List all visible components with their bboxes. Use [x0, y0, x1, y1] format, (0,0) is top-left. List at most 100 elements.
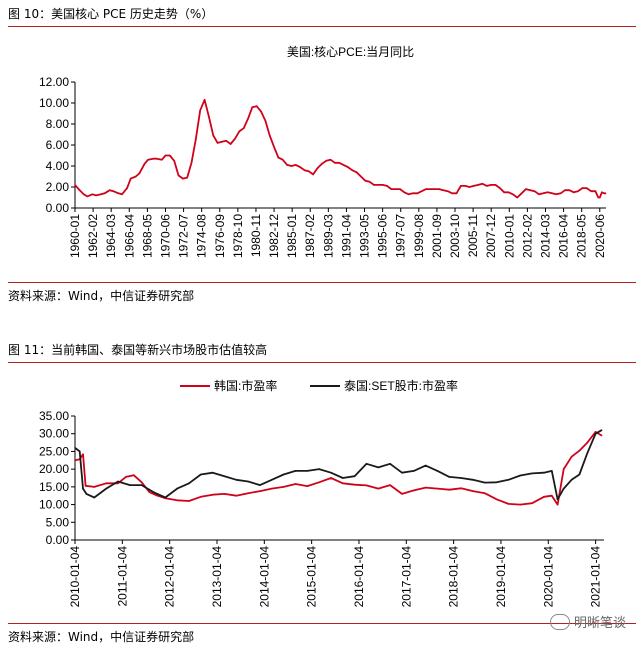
data-point-1: [551, 470, 553, 472]
data-point-1: [448, 476, 451, 478]
x-tick-label: 2016-01-04: [352, 546, 366, 608]
data-point-0: [334, 162, 336, 164]
data-point-0: [82, 453, 84, 456]
y-tick-label: 0.00: [46, 201, 70, 215]
data-point-1: [519, 474, 522, 477]
data-point-1: [259, 484, 261, 486]
data-point-0: [177, 174, 180, 177]
data-point-1: [472, 479, 474, 481]
data-point-0: [321, 163, 323, 165]
data-point-0: [420, 190, 423, 192]
data-point-1: [543, 471, 545, 474]
data-point-1: [342, 477, 344, 479]
data-point-0: [84, 485, 87, 487]
y-tick-label: 12.00: [39, 75, 69, 89]
data-point-1: [413, 470, 415, 472]
data-point-1: [377, 466, 380, 469]
x-tick-label: 2018-05: [575, 214, 589, 258]
data-point-0: [468, 186, 471, 188]
data-point-0: [133, 474, 135, 476]
data-point-0: [234, 137, 236, 140]
data-point-0: [577, 190, 579, 192]
data-point-0: [586, 441, 589, 444]
x-tick-label: 1966-04: [122, 214, 136, 258]
data-point-0: [140, 481, 143, 484]
data-point-0: [247, 492, 249, 494]
series-line-0: [74, 98, 606, 199]
y-tick-label: 6.00: [46, 138, 70, 152]
data-point-0: [282, 486, 285, 488]
data-point-0: [559, 192, 562, 195]
data-point-0: [161, 158, 163, 161]
data-point-0: [186, 176, 188, 179]
y-tick-label: 15.00: [39, 480, 69, 494]
pe-chart: 0.00 5.00 10.00 15.00 20.00 25.00 30.00 35.00 20…: [39, 378, 604, 608]
data-point-0: [455, 192, 458, 195]
data-point-1: [129, 484, 131, 486]
data-point-0: [413, 489, 415, 492]
data-point-0: [429, 188, 432, 190]
data-point-0: [91, 193, 94, 196]
data-point-0: [377, 487, 380, 490]
y-tick-label: 30.00: [39, 427, 69, 441]
data-point-0: [235, 494, 238, 497]
data-point-1: [188, 482, 190, 485]
data-point-0: [416, 192, 419, 195]
data-point-0: [125, 476, 127, 478]
data-point-0: [126, 187, 128, 189]
data-point-0: [599, 196, 601, 199]
data-point-0: [74, 459, 76, 462]
data-point-1: [247, 480, 249, 483]
data-point-0: [403, 191, 406, 194]
data-point-0: [436, 487, 439, 490]
x-tick-label: 2020-06: [593, 214, 607, 258]
y-tick-label: 35.00: [39, 409, 69, 423]
y-tick-label: 20.00: [39, 462, 69, 476]
data-point-0: [211, 493, 214, 496]
data-point-0: [299, 166, 301, 168]
data-point-0: [271, 487, 273, 490]
data-point-0: [117, 192, 120, 195]
data-point-1: [401, 471, 403, 474]
data-point-1: [211, 471, 214, 474]
data-point-1: [594, 432, 597, 435]
x-tick-label: 1993-05: [358, 214, 372, 258]
data-point-0: [438, 188, 440, 190]
data-point-0: [329, 158, 332, 161]
data-point-0: [338, 162, 341, 164]
data-point-0: [473, 185, 475, 187]
data-point-0: [477, 184, 480, 186]
data-point-0: [572, 191, 575, 194]
data-point-0: [318, 481, 320, 484]
x-tick-label: 2013-01-04: [210, 546, 224, 608]
data-point-1: [365, 463, 368, 465]
data-point-1: [389, 463, 391, 465]
data-point-0: [447, 190, 449, 192]
fig11-source: 资料来源：Wind，中信证券研究部: [8, 623, 636, 646]
data-point-1: [318, 468, 320, 470]
data-point-0: [355, 171, 358, 174]
x-tick-label: 2017-01-04: [399, 546, 413, 608]
data-point-0: [147, 158, 149, 161]
data-point-1: [105, 487, 107, 490]
data-point-0: [507, 191, 510, 194]
data-point-0: [238, 130, 241, 133]
data-point-0: [247, 118, 249, 120]
data-point-0: [303, 169, 306, 171]
x-tick-label: 1982-12: [267, 214, 281, 258]
data-point-0: [546, 191, 549, 194]
data-point-0: [351, 169, 354, 171]
data-point-0: [594, 431, 597, 433]
data-point-0: [484, 492, 486, 494]
data-point-1: [271, 479, 273, 481]
data-point-0: [229, 143, 232, 145]
x-tick-label: 2016-04: [557, 214, 571, 258]
data-point-0: [499, 187, 501, 189]
data-point-0: [148, 491, 151, 493]
data-point-0: [381, 184, 384, 186]
data-point-0: [486, 185, 488, 187]
data-point-0: [590, 190, 592, 192]
data-point-0: [494, 184, 497, 186]
series-line-1: [74, 429, 603, 501]
watermark-text: 明晰笔谈: [573, 616, 626, 631]
